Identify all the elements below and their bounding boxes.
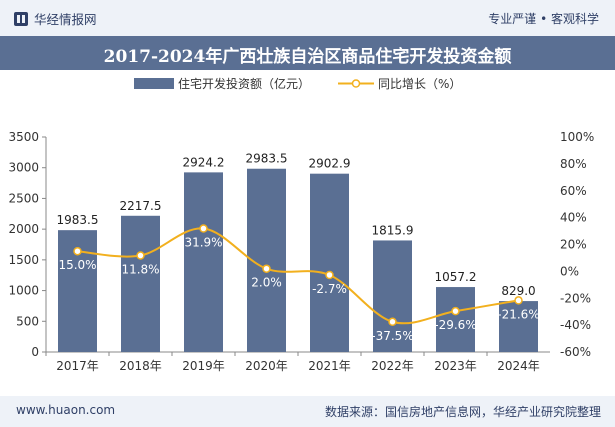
y-right-tick-label: 0% xyxy=(560,264,579,278)
chart-title: 2017-2024年广西壮族自治区商品住宅开发投资金额 xyxy=(103,47,512,67)
legend-line-label: 同比增长（%） xyxy=(378,77,461,91)
bar xyxy=(310,173,349,352)
bar-value-label: 829.0 xyxy=(501,284,535,298)
x-tick-label: 2017年 xyxy=(56,359,99,373)
x-tick-label: 2019年 xyxy=(182,359,225,373)
growth-value-label: 2.0% xyxy=(251,276,282,290)
growth-line xyxy=(73,224,523,327)
bar xyxy=(436,287,475,352)
y-left-tick-label: 2500 xyxy=(8,191,39,205)
y-left-tick-label: 1500 xyxy=(8,253,39,267)
growth-value-label: 15.0% xyxy=(58,258,96,272)
x-tick-label: 2021年 xyxy=(308,359,351,373)
y-left-tick-label: 3500 xyxy=(8,130,39,144)
brand-logo-icon xyxy=(14,12,28,26)
chart: 住宅开发投资额（亿元） 同比增长（%） 0 500 1000 1500 2000 2500… xyxy=(8,76,594,373)
y-left-tick-label: 1000 xyxy=(8,284,39,298)
growth-value-label: -2.7% xyxy=(312,282,347,296)
brand-name: 华经情报网 xyxy=(34,12,97,27)
x-tick-label: 2018年 xyxy=(119,359,162,373)
growth-point xyxy=(199,224,208,233)
bars xyxy=(58,168,538,352)
footer-website: www.huaon.com xyxy=(16,403,116,417)
x-tick-label: 2023年 xyxy=(434,359,477,373)
y-right-tick-label: 80% xyxy=(560,157,587,171)
legend-bar-swatch xyxy=(134,78,174,89)
growth-value-label: -21.6% xyxy=(497,307,539,321)
growth-point xyxy=(73,246,82,256)
bar-value-label: 1983.5 xyxy=(57,213,99,227)
y-right-tick-label: -40% xyxy=(560,318,591,332)
growth-value-label: -29.6% xyxy=(434,318,476,332)
bar-value-label: 1057.2 xyxy=(435,270,477,284)
y-right-tick-label: -20% xyxy=(560,291,591,305)
legend-bar-label: 住宅开发投资额（亿元） xyxy=(178,76,310,91)
x-tick-label: 2024年 xyxy=(497,359,540,373)
growth-point xyxy=(388,317,397,327)
y-right-tick-label: 60% xyxy=(560,184,587,198)
footer-source: 数据来源：国信房地产信息网，华经产业研究院整理 xyxy=(324,405,601,419)
legend: 住宅开发投资额（亿元） 同比增长（%） xyxy=(134,76,461,91)
bar-value-label: 2217.5 xyxy=(120,199,162,213)
axes: 0 500 1000 1500 2000 2500 3000 3500 -60% -40% -20%… xyxy=(8,130,594,373)
growth-value-label: -37.5% xyxy=(371,329,413,343)
y-right-tick-label: -60% xyxy=(560,345,591,359)
legend-line-marker xyxy=(351,79,361,88)
bar-value-label: 1815.9 xyxy=(372,223,414,237)
bar xyxy=(373,240,412,352)
bar xyxy=(121,215,160,352)
footer-bar xyxy=(0,396,615,427)
growth-value-label: 31.9% xyxy=(184,236,222,250)
brand: 华经情报网 xyxy=(14,9,97,28)
y-left-tick-label: 3000 xyxy=(8,161,39,175)
bar xyxy=(499,301,538,352)
header-bar xyxy=(0,0,615,36)
y-left-tick-label: 2000 xyxy=(8,222,39,236)
data-labels: 1983.5 2217.5 2924.2 2983.5 2902.9 1815.9 1057… xyxy=(57,152,540,343)
y-right-tick-label: 40% xyxy=(560,211,587,225)
growth-value-label: 11.8% xyxy=(121,263,159,277)
bar-value-label: 2983.5 xyxy=(246,152,288,166)
slogan: 专业严谨 • 客观科学 xyxy=(488,12,599,26)
bar-value-label: 2902.9 xyxy=(309,157,351,171)
y-left-tick-label: 500 xyxy=(16,314,39,328)
growth-point xyxy=(136,251,145,260)
growth-point xyxy=(262,264,271,273)
title-band xyxy=(0,36,615,70)
y-left-tick-label: 0 xyxy=(31,345,39,359)
y-right-tick-label: 20% xyxy=(560,238,587,252)
x-tick-label: 2022年 xyxy=(371,359,414,373)
x-tick-label: 2020年 xyxy=(245,359,288,373)
growth-point xyxy=(451,306,460,316)
growth-point xyxy=(514,296,523,305)
y-right-tick-label: 100% xyxy=(560,130,594,144)
growth-line-path xyxy=(77,227,519,325)
bar-value-label: 2924.2 xyxy=(183,155,225,169)
growth-point xyxy=(325,270,334,280)
bar xyxy=(184,172,223,352)
